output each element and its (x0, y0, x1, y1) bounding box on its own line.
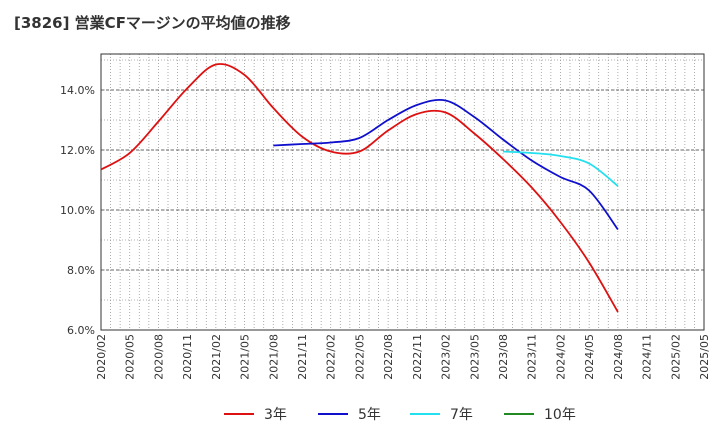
x-tick-label: 2024/11 (641, 334, 654, 380)
legend-label: 3年 (264, 407, 287, 423)
legend-label: 10年 (544, 407, 576, 423)
x-tick-label: 2022/02 (325, 334, 338, 380)
x-tick-label: 2021/08 (267, 334, 280, 380)
x-tick-label: 2024/02 (554, 334, 567, 380)
y-tick-label: 14.0% (60, 84, 95, 97)
chart-title: [3826] 営業CFマージンの平均値の推移 (14, 14, 291, 32)
x-tick-label: 2021/05 (239, 334, 252, 380)
legend-label: 7年 (450, 407, 473, 423)
x-tick-label: 2025/05 (698, 334, 711, 380)
x-tick-label: 2021/02 (210, 334, 223, 380)
x-tick-label: 2024/08 (612, 334, 625, 380)
x-tick-label: 2022/11 (411, 334, 424, 380)
y-tick-label: 6.0% (67, 324, 95, 337)
series-line-0 (100, 63, 619, 313)
x-tick-label: 2023/08 (497, 334, 510, 380)
x-tick-label: 2022/05 (353, 334, 366, 380)
x-tick-label: 2020/05 (124, 334, 137, 380)
x-tick-label: 2023/05 (468, 334, 481, 380)
plot-area (101, 54, 704, 330)
x-tick-label: 2020/08 (152, 334, 165, 380)
x-tick-label: 2021/11 (296, 334, 309, 380)
series-line-1 (273, 98, 619, 231)
y-tick-label: 8.0% (67, 264, 95, 277)
plot-border (100, 53, 705, 331)
x-tick-label: 2025/02 (669, 334, 682, 380)
y-tick-label: 10.0% (60, 204, 95, 217)
x-tick-label: 2023/02 (440, 334, 453, 380)
y-tick-label: 12.0% (60, 144, 95, 157)
x-tick-label: 2023/11 (526, 334, 539, 380)
x-tick-label: 2022/08 (382, 334, 395, 380)
x-tick-label: 2020/11 (181, 334, 194, 380)
legend-label: 5年 (358, 407, 381, 423)
x-tick-label: 2024/05 (583, 334, 596, 380)
series-line-2 (502, 150, 619, 187)
x-tick-label: 2020/02 (95, 334, 108, 380)
